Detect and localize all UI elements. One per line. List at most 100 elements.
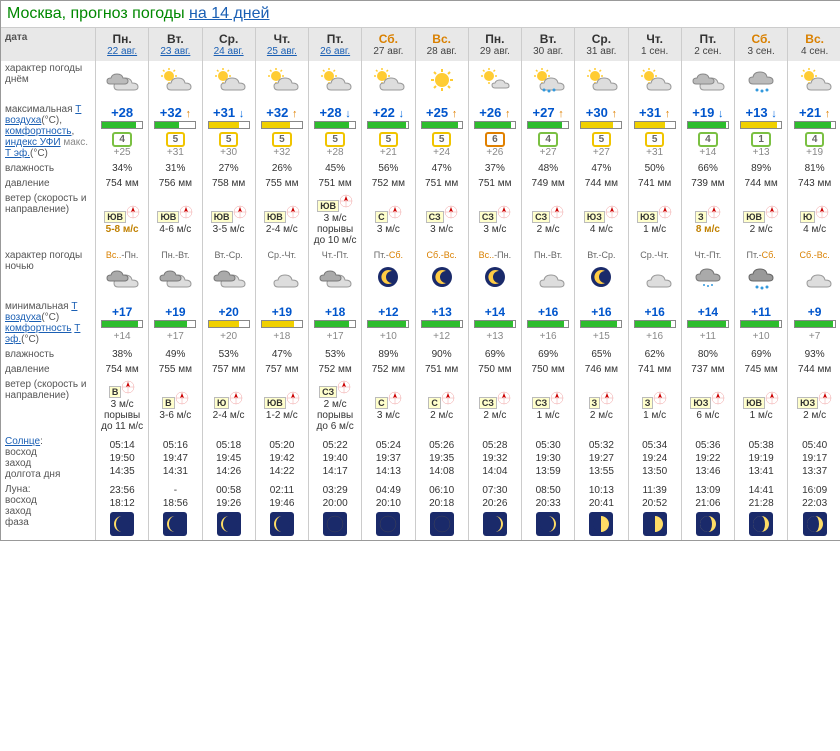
day-header: Чт.25 авг.	[255, 28, 308, 61]
night-cell: Вс..-Пн.	[96, 248, 149, 299]
hum-d-cell: 56%	[362, 161, 415, 176]
night-cell: Пт.-Сб.	[362, 248, 415, 299]
tmin-cell: +18+17	[309, 299, 362, 347]
pres-n-cell: 757 мм	[255, 362, 308, 377]
day-header: Пн.22 авг.	[96, 28, 149, 61]
pres-n-cell: 745 мм	[735, 362, 788, 377]
wind-d-cell: ЮВ5-8 м/с	[96, 191, 149, 248]
tmax-cell: +26 ↑6+26	[468, 102, 521, 161]
day-icon-cell	[309, 61, 362, 102]
pres-n-cell: 754 мм	[96, 362, 149, 377]
wind-d-cell: С3 м/с	[362, 191, 415, 248]
moon-cell: 11:3920:52	[628, 482, 681, 540]
page-title: Москва, прогноз погоды на 14 дней	[1, 1, 840, 28]
hum-d-cell: 48%	[522, 161, 575, 176]
wind-n-cell: ЮВ1-2 м/с	[255, 377, 308, 434]
sun-cell: 05:3219:2713:55	[575, 434, 628, 482]
pres-d-cell: 751 мм	[309, 176, 362, 191]
wind-n-cell: СЗ2 м/с	[468, 377, 521, 434]
date-link[interactable]: 26 авг.	[309, 46, 361, 57]
hum-n-cell: 49%	[149, 347, 202, 362]
pres-d-cell: 754 мм	[96, 176, 149, 191]
row-label: характер погоды днём	[1, 61, 96, 102]
night-cell: Пн.-Вт.	[149, 248, 202, 299]
date-link[interactable]: 24 авг.	[203, 46, 255, 57]
hum-d-cell: 45%	[309, 161, 362, 176]
pres-d-cell: 743 мм	[788, 176, 840, 191]
day-icon-cell	[628, 61, 681, 102]
tmax-cell: +13 ↓1+13	[735, 102, 788, 161]
tmax-cell: +28 ↓5+28	[309, 102, 362, 161]
sun-cell: 05:4019:1713:37	[788, 434, 840, 482]
moon-cell: -18:56	[149, 482, 202, 540]
tmin-cell: +16+16	[628, 299, 681, 347]
moon-cell: 02:1119:46	[255, 482, 308, 540]
title-link[interactable]: на 14 дней	[189, 5, 269, 22]
forecast-table: датаПн.22 авг.Вт.23 авг.Ср.24 авг.Чт.25 …	[1, 28, 840, 540]
hum-n-cell: 69%	[468, 347, 521, 362]
pres-d-cell: 756 мм	[149, 176, 202, 191]
tmin-cell: +16+15	[575, 299, 628, 347]
tmin-cell: +14+13	[468, 299, 521, 347]
sun-cell: 05:3419:2413:50	[628, 434, 681, 482]
hum-d-cell: 27%	[202, 161, 255, 176]
sun-cell: 05:2419:3714:13	[362, 434, 415, 482]
tmax-cell: +32 ↑5+31	[149, 102, 202, 161]
night-cell: Пт.-Сб.	[735, 248, 788, 299]
tmax-cell: +21 ↑4+19	[788, 102, 840, 161]
day-header: Вс.28 авг.	[415, 28, 468, 61]
row-label: минимальная Т воздуха(°С) комфортность Т…	[1, 299, 96, 347]
hum-d-cell: 37%	[468, 161, 521, 176]
wind-n-cell: В3-6 м/с	[149, 377, 202, 434]
day-header: Пт.26 авг.	[309, 28, 362, 61]
wind-d-cell: ЮВ3 м/с порывы до 10 м/с	[309, 191, 362, 248]
day-icon-cell	[202, 61, 255, 102]
hum-n-cell: 47%	[255, 347, 308, 362]
day-header: Вт.30 авг.	[522, 28, 575, 61]
wind-d-cell: ЮВ2-4 м/с	[255, 191, 308, 248]
day-icon-cell	[681, 61, 734, 102]
hum-n-cell: 90%	[415, 347, 468, 362]
sun-cell: 05:3619:2213:46	[681, 434, 734, 482]
sun-cell: 05:2019:4214:22	[255, 434, 308, 482]
sun-cell: 05:3819:1913:41	[735, 434, 788, 482]
hum-d-cell: 47%	[415, 161, 468, 176]
row-label: максимальная Т воздуха(°С), комфортность…	[1, 102, 96, 161]
hum-d-cell: 50%	[628, 161, 681, 176]
pres-d-cell: 751 мм	[415, 176, 468, 191]
night-cell: Сб.-Вс.	[415, 248, 468, 299]
sun-cell: 05:3019:3013:59	[522, 434, 575, 482]
row-label: давление	[1, 176, 96, 191]
hum-d-cell: 34%	[96, 161, 149, 176]
tmin-cell: +19+18	[255, 299, 308, 347]
date-link[interactable]: 23 авг.	[149, 46, 201, 57]
night-cell: Пн.-Вт.	[522, 248, 575, 299]
pres-d-cell: 741 мм	[628, 176, 681, 191]
day-header: Сб.27 авг.	[362, 28, 415, 61]
moon-cell: 00:5819:26	[202, 482, 255, 540]
pres-n-cell: 750 мм	[468, 362, 521, 377]
row-label: Солнце:восходзаходдолгота дня	[1, 434, 96, 482]
tmax-cell: +25 ↑5+24	[415, 102, 468, 161]
moon-cell: 14:4121:28	[735, 482, 788, 540]
tmin-cell: +19+17	[149, 299, 202, 347]
wind-d-cell: СЗ3 м/с	[468, 191, 521, 248]
wind-n-cell: З1 м/с	[628, 377, 681, 434]
row-label: ветер (скорость и направление)	[1, 191, 96, 248]
pres-n-cell: 741 мм	[628, 362, 681, 377]
row-label: давление	[1, 362, 96, 377]
day-icon-cell	[255, 61, 308, 102]
wind-n-cell: С3 м/с	[362, 377, 415, 434]
pres-d-cell: 751 мм	[468, 176, 521, 191]
hum-n-cell: 80%	[681, 347, 734, 362]
sun-cell: 05:1819:4514:26	[202, 434, 255, 482]
date-link[interactable]: 25 авг.	[256, 46, 308, 57]
pres-n-cell: 752 мм	[362, 362, 415, 377]
moon-cell: 16:0922:03	[788, 482, 840, 540]
pres-d-cell: 739 мм	[681, 176, 734, 191]
day-icon-cell	[415, 61, 468, 102]
date-link[interactable]: 22 авг.	[96, 46, 148, 57]
wind-n-cell: СЗ1 м/с	[522, 377, 575, 434]
sun-cell: 05:2819:3214:04	[468, 434, 521, 482]
wind-d-cell: Ю4 м/с	[788, 191, 840, 248]
